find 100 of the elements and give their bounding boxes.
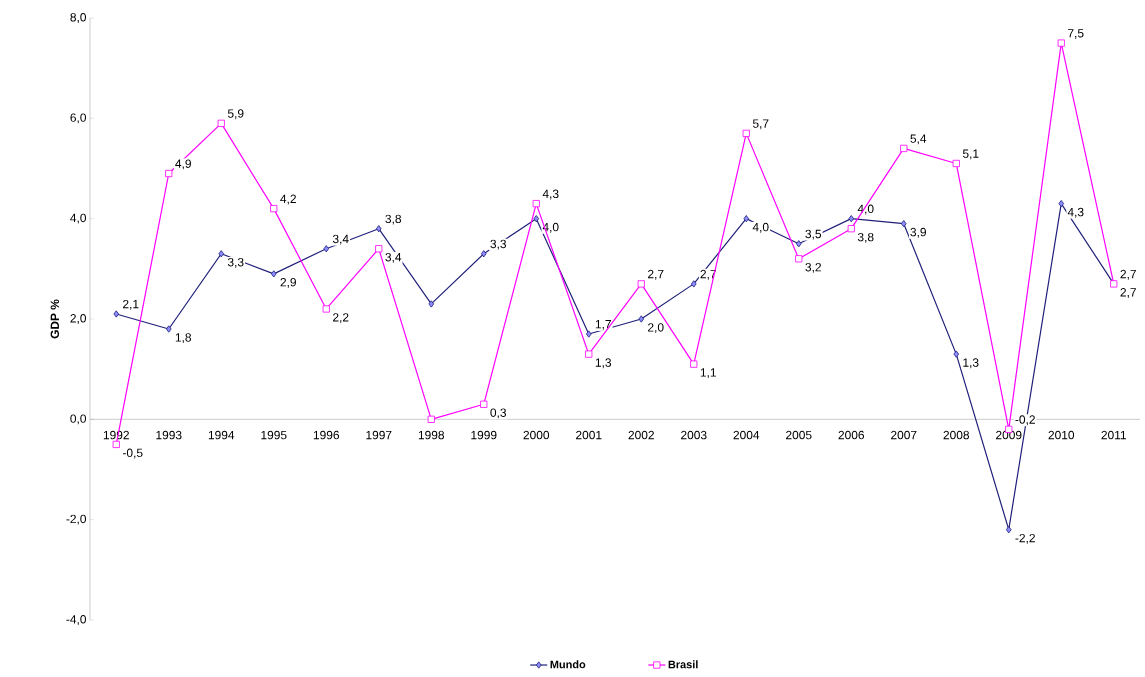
point (480, 250, 487, 258)
point (585, 350, 593, 358)
data-label: 5,9 (227, 109, 244, 120)
y-tick-label: 6,0 (70, 113, 87, 124)
point (900, 220, 907, 228)
data-label: 2,7 (1120, 269, 1136, 280)
y-axis-title: GDP % (50, 299, 60, 339)
data-label: 0,3 (490, 408, 507, 419)
x-tick-label: 1997 (366, 430, 392, 440)
data-label: 1,8 (175, 333, 192, 344)
point (270, 205, 278, 213)
x-tick-label: 1998 (418, 430, 445, 440)
point (847, 225, 855, 233)
point (217, 119, 225, 127)
y-tick-label: 4,0 (70, 213, 87, 224)
data-label: 3,8 (385, 214, 402, 225)
data-label: 5,7 (752, 119, 769, 130)
point (165, 325, 172, 333)
y-tick-label: 0,0 (70, 414, 87, 425)
x-tick-label: 1994 (208, 430, 235, 440)
point (795, 240, 802, 248)
x-tick-label: 2011 (1101, 430, 1127, 440)
point (952, 159, 960, 168)
x-tick-label: 2006 (838, 430, 865, 440)
point (165, 169, 173, 178)
data-label: 1,1 (700, 368, 716, 379)
data-label: 3,4 (385, 252, 402, 263)
point (112, 440, 120, 448)
point (1058, 200, 1065, 208)
point (428, 300, 435, 308)
point (533, 215, 540, 223)
point (375, 225, 382, 233)
x-tick-label: 2000 (523, 430, 550, 440)
data-label: 2,2 (333, 313, 349, 324)
point (742, 129, 750, 137)
data-label: 2,1 (123, 299, 139, 310)
data-label: 2,9 (280, 278, 296, 288)
data-label: -2,2 (1015, 533, 1035, 544)
data-label: 1,3 (963, 358, 979, 369)
point (848, 215, 855, 223)
data-label: 3,3 (490, 239, 507, 250)
point (427, 415, 435, 423)
point (637, 280, 645, 288)
data-label: 4,9 (175, 159, 191, 170)
data-label: 3,5 (805, 229, 822, 240)
data-label: 4,3 (1067, 207, 1084, 218)
y-tick-label: 2,0 (70, 314, 87, 324)
y-tick-label: -2,0 (66, 514, 87, 525)
data-label: 2,7 (1120, 288, 1136, 298)
legend-label: Brasil (668, 660, 698, 669)
point (322, 305, 330, 313)
data-label: 5,4 (910, 134, 927, 145)
y-tick-label: 8,0 (70, 13, 87, 23)
x-tick-label: 2010 (1048, 430, 1075, 440)
x-tick-label: 2005 (786, 430, 812, 440)
point (113, 310, 120, 318)
data-label: 2,7 (648, 269, 664, 280)
data-label: 3,3 (227, 257, 244, 268)
point (1057, 39, 1065, 47)
x-tick-label: 2008 (943, 430, 970, 440)
data-label: 1,3 (595, 358, 612, 369)
x-tick-label: 1996 (313, 430, 340, 440)
data-label: 5,1 (962, 149, 979, 160)
data-label: -0,5 (122, 448, 143, 459)
x-tick-label: 1999 (471, 430, 497, 440)
point (375, 245, 383, 253)
data-label: 3,8 (857, 232, 874, 243)
legend-label: Mundo (550, 660, 586, 669)
data-label: 3,2 (805, 262, 821, 273)
x-tick-label: 1993 (156, 430, 182, 440)
point (900, 144, 908, 153)
point (585, 330, 592, 338)
data-label: 4,3 (542, 189, 559, 200)
data-label: 1,7 (595, 320, 611, 330)
y-tick-label: -4,0 (66, 615, 87, 625)
point (953, 350, 960, 358)
point (690, 360, 698, 368)
point (795, 255, 803, 263)
data-label: 4,0 (752, 222, 769, 233)
point (690, 280, 697, 288)
data-label: 3,4 (332, 234, 349, 245)
point (638, 315, 645, 323)
point (218, 250, 225, 258)
x-tick-label: 2007 (891, 430, 917, 440)
point (480, 400, 488, 408)
x-tick-label: 2003 (681, 430, 707, 440)
point (532, 200, 540, 208)
x-tick-label: 2001 (576, 430, 602, 440)
x-tick-label: 2009 (996, 430, 1022, 440)
point (743, 215, 750, 223)
point (323, 245, 330, 253)
data-label: 2,0 (648, 323, 664, 334)
data-label: 7,5 (1068, 29, 1084, 39)
data-label: 4,2 (280, 194, 296, 205)
x-tick-label: 1995 (261, 430, 287, 440)
point (1005, 526, 1012, 534)
x-tick-label: 2002 (628, 430, 654, 440)
point (270, 270, 277, 278)
x-tick-label: 2004 (733, 430, 760, 440)
data-label: -0,2 (1015, 415, 1035, 426)
